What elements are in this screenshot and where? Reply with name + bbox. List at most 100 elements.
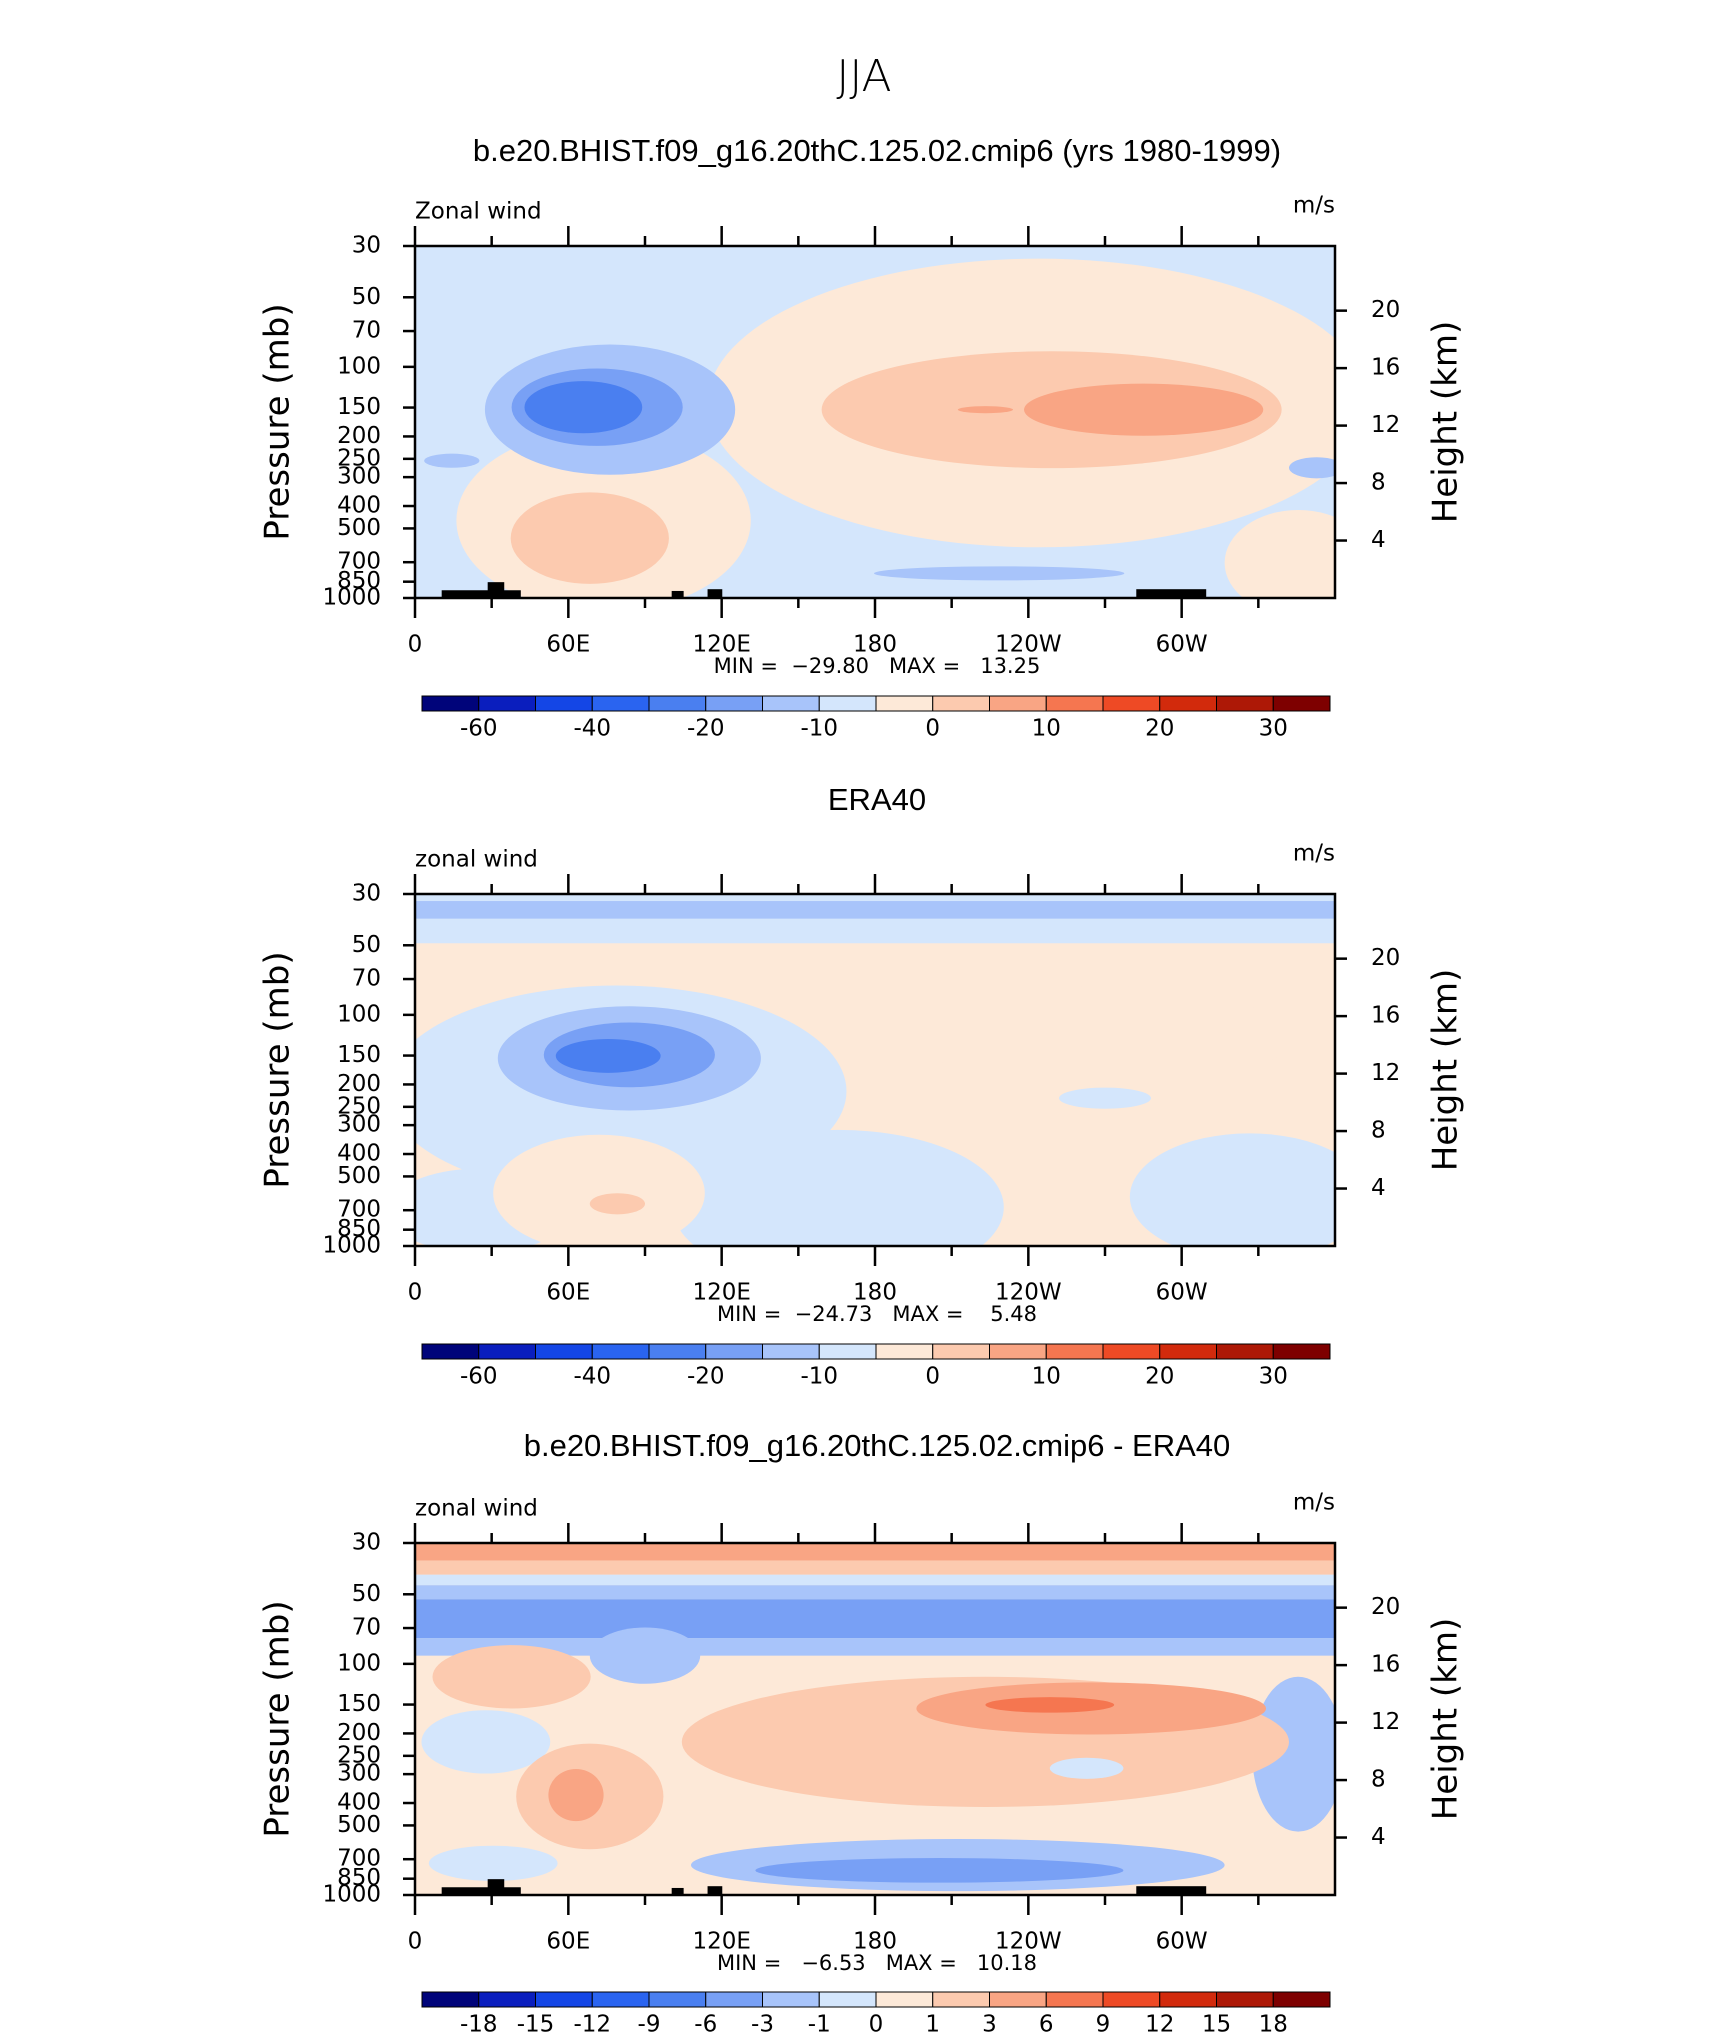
contour-region (432, 1645, 591, 1709)
colorbar-box (535, 1991, 593, 2008)
colorbar-label: 20 (1145, 716, 1174, 742)
y-tick-label: 250 (337, 1742, 381, 1768)
contour-region (1224, 510, 1335, 598)
y-tick-label: 400 (337, 493, 381, 519)
colorbar-box (1272, 1991, 1331, 2008)
y-tick-label: 150 (337, 1042, 381, 1068)
colorbar-label: 30 (1259, 1364, 1288, 1390)
colorbar-label: -15 (517, 2012, 555, 2038)
y2-tick-label: 20 (1371, 297, 1400, 323)
colorbar-label: 0 (925, 1364, 940, 1390)
contour-region (493, 1134, 705, 1246)
topography (707, 1886, 723, 1895)
y-tick-label: 700 (337, 1197, 381, 1223)
y-tick-label: 850 (337, 1216, 381, 1242)
contour-region (1049, 1757, 1124, 1779)
colorbar-box (705, 1343, 763, 1360)
colorbar-box (932, 695, 990, 712)
topography (1136, 589, 1207, 598)
colorbar-box (1102, 1343, 1161, 1360)
colorbar-box (591, 1343, 650, 1360)
x-tick-label: 180 (853, 1929, 897, 1955)
contour-region (589, 1627, 701, 1684)
colorbar-box (875, 695, 934, 712)
topography (1136, 1886, 1207, 1895)
y-tick-label: 250 (337, 1093, 381, 1119)
colorbar-box (762, 695, 820, 712)
topography (441, 590, 521, 598)
colorbar-box (705, 695, 763, 712)
colorbar-label: -9 (638, 2012, 661, 2038)
colorbar-label: 20 (1145, 1364, 1174, 1390)
y2-axis-title: Height (km) (1426, 1618, 1466, 1821)
colorbar-box (1045, 1343, 1104, 1360)
y2-tick-label: 12 (1371, 1709, 1400, 1735)
x-tick-label: 180 (853, 1280, 897, 1306)
colorbar-box (421, 1343, 480, 1360)
y2-tick-label: 20 (1371, 945, 1400, 971)
x-tick-label: 60W (1156, 632, 1208, 658)
x-tick-label: 60W (1156, 1929, 1208, 1955)
colorbar-label: 10 (1032, 716, 1061, 742)
y-tick-label: 400 (337, 1141, 381, 1167)
colorbar-label: 6 (1039, 2012, 1054, 2038)
x-tick-label: 60E (546, 1929, 590, 1955)
contour-region (510, 492, 669, 584)
field-label: zonal wind (415, 847, 538, 873)
y2-tick-label: 4 (1371, 1175, 1386, 1201)
colorbar-box (648, 1991, 707, 2008)
y-tick-label: 100 (337, 1001, 381, 1027)
colorbar-box (989, 1991, 1047, 2008)
y2-tick-label: 16 (1371, 1652, 1400, 1678)
y2-axis-title: Height (km) (1426, 321, 1466, 524)
x-tick-label: 120E (692, 632, 750, 658)
y2-tick-label: 8 (1371, 1118, 1386, 1144)
contour-region (1024, 383, 1264, 436)
y-tick-label: 30 (352, 1530, 381, 1556)
topography (487, 582, 505, 598)
colorbar-box (762, 1343, 820, 1360)
colorbar-box (762, 1991, 820, 2008)
colorbar-box (478, 695, 536, 712)
figure-title: JJA (836, 51, 891, 102)
colorbar-box (1159, 1343, 1217, 1360)
y-tick-label: 50 (352, 1581, 381, 1607)
y-tick-label: 850 (337, 1865, 381, 1891)
colorbar-label: 9 (1096, 2012, 1111, 2038)
contour-region (672, 1129, 1004, 1246)
y-tick-label: 200 (337, 1071, 381, 1097)
panel-title: b.e20.BHIST.f09_g16.20thC.125.02.cmip6 (… (473, 133, 1281, 168)
colorbar-box (591, 1991, 650, 2008)
colorbar-label: -18 (460, 2012, 498, 2038)
colorbar-box (818, 1991, 877, 2008)
x-tick-label: 0 (408, 1929, 423, 1955)
y-tick-label: 50 (352, 284, 381, 310)
units-label: m/s (1293, 841, 1335, 867)
contour-region (415, 901, 1335, 919)
colorbar-label: 0 (869, 2012, 884, 2038)
units-label: m/s (1293, 1490, 1335, 1516)
topography (441, 1887, 521, 1895)
y-tick-label: 1000 (322, 585, 381, 611)
y-tick-label: 30 (352, 233, 381, 259)
colorbar-box (875, 1991, 934, 2008)
contour-region (548, 1768, 604, 1822)
y-tick-label: 700 (337, 549, 381, 575)
x-tick-label: 120W (995, 632, 1062, 658)
y-tick-label: 70 (352, 318, 381, 344)
y-tick-label: 100 (337, 353, 381, 379)
y2-tick-label: 4 (1371, 527, 1386, 553)
colorbar-box (1272, 695, 1331, 712)
x-tick-label: 180 (853, 632, 897, 658)
units-label: m/s (1293, 193, 1335, 219)
colorbar-label: 3 (982, 2012, 997, 2038)
y-tick-label: 700 (337, 1846, 381, 1872)
colorbar-label: -60 (460, 716, 498, 742)
x-tick-label: 120W (995, 1280, 1062, 1306)
field-label: zonal wind (415, 1496, 538, 1522)
y-tick-label: 400 (337, 1790, 381, 1816)
y-axis-title: Pressure (mb) (258, 303, 298, 540)
y-tick-label: 300 (337, 464, 381, 490)
stats-label: MIN = −29.80 MAX = 13.25 (714, 654, 1041, 678)
colorbar-label: -10 (800, 716, 838, 742)
